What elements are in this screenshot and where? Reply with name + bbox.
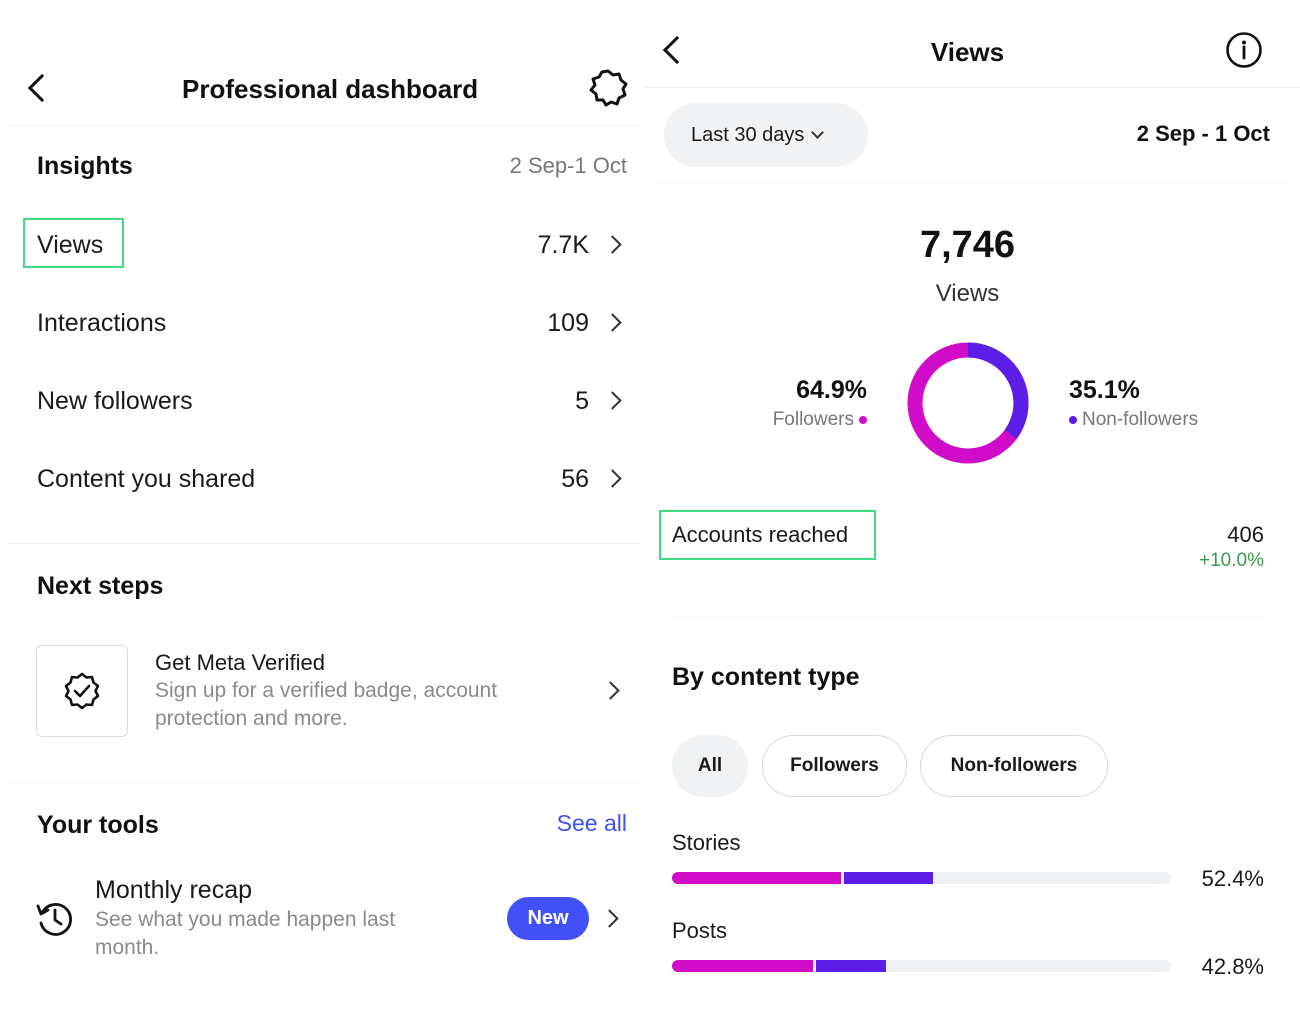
posts-percentage: 42.8%	[1201, 954, 1264, 979]
followers-dot-icon	[859, 416, 867, 424]
content-shared-value: 56	[561, 465, 589, 493]
filter-nonfollowers-chip[interactable]: Non-followers	[920, 735, 1108, 797]
info-icon[interactable]	[1225, 31, 1263, 69]
accounts-reached-value: 406	[1227, 522, 1264, 547]
chevron-down-icon	[811, 126, 825, 139]
followers-percentage: 64.9%	[796, 376, 867, 404]
filter-followers-chip[interactable]: Followers	[762, 735, 907, 797]
filter-divider	[655, 182, 1285, 183]
professional-dashboard-panel: Professional dashboard Insights 2 Sep-1 …	[0, 0, 645, 1017]
accounts-reached-highlight-box	[659, 510, 876, 560]
new-badge: New	[507, 897, 589, 940]
stories-bar	[672, 872, 1171, 884]
chevron-right-icon	[600, 909, 619, 928]
accounts-reached-label[interactable]: Accounts reached	[672, 522, 849, 547]
stories-followers-segment	[672, 872, 841, 884]
chevron-right-icon	[601, 681, 620, 700]
monthly-recap-desc-2: month.	[95, 936, 160, 959]
filter-all-chip[interactable]: All	[672, 735, 748, 797]
posts-nonfollowers-segment	[816, 960, 886, 972]
stories-label: Stories	[672, 830, 741, 855]
posts-bar	[672, 960, 1171, 972]
insights-heading: Insights	[37, 152, 133, 180]
views-label: Views	[37, 231, 104, 259]
monthly-recap-desc-1: See what you made happen last	[95, 908, 396, 931]
page-title: Professional dashboard	[182, 74, 479, 104]
section-divider	[8, 543, 640, 544]
views-value: 7.7K	[537, 231, 589, 259]
followers-donut-chart	[907, 342, 1029, 464]
nonfollowers-legend: Non-followers	[1069, 409, 1198, 431]
views-total-label: Views	[935, 280, 1000, 307]
see-all-link[interactable]: See all	[556, 810, 627, 836]
followers-legend: Followers	[773, 409, 867, 431]
interactions-value: 109	[547, 309, 589, 337]
posts-followers-segment	[672, 960, 814, 972]
meta-verified-desc-1: Sign up for a verified badge, account	[155, 679, 498, 702]
next-steps-heading: Next steps	[37, 572, 164, 600]
nonfollowers-legend-label: Non-followers	[1082, 409, 1199, 430]
views-highlight-box	[23, 218, 124, 268]
stories-percentage: 52.4%	[1201, 866, 1264, 891]
meta-verified-desc-2: protection and more.	[155, 707, 348, 730]
chevron-right-icon	[603, 469, 622, 488]
content-shared-label: Content you shared	[37, 465, 256, 493]
settings-gear-icon[interactable]	[588, 68, 628, 108]
nonfollowers-donut-segment	[967, 342, 1029, 439]
monthly-recap-title: Monthly recap	[95, 876, 253, 904]
verified-icon-box	[36, 645, 128, 737]
new-followers-value: 5	[575, 387, 589, 415]
views-total: 7,746	[919, 224, 1016, 266]
meta-verified-title: Get Meta Verified	[155, 650, 325, 675]
followers-legend-label: Followers	[772, 409, 854, 430]
by-content-type-heading: By content type	[672, 663, 860, 691]
accounts-reached-change: +10.0%	[1199, 550, 1264, 571]
nonfollowers-dot-icon	[1069, 416, 1077, 424]
views-page-title: Views	[930, 37, 1005, 67]
header-divider	[645, 87, 1300, 88]
chevron-right-icon	[603, 235, 622, 254]
nonfollowers-percentage: 35.1%	[1069, 376, 1140, 404]
chevron-right-icon	[603, 391, 622, 410]
insights-date-range: 2 Sep-1 Oct	[509, 153, 627, 178]
section-divider	[8, 782, 640, 783]
date-range-dropdown-label: Last 30 days	[691, 123, 805, 146]
stories-nonfollowers-segment	[843, 872, 934, 884]
date-range-dropdown[interactable]: Last 30 days	[664, 103, 868, 167]
your-tools-heading: Your tools	[37, 811, 159, 839]
views-date-range: 2 Sep - 1 Oct	[1136, 121, 1270, 146]
interactions-label: Interactions	[37, 309, 167, 337]
chevron-right-icon	[603, 313, 622, 332]
header-divider	[8, 125, 640, 126]
section-divider	[672, 617, 1265, 618]
views-detail-panel: Views Last 30 days 2 Sep - 1 Oct 7,746 V…	[645, 0, 1300, 1017]
verified-badge-icon	[64, 672, 100, 710]
back-arrow-icon[interactable]	[27, 73, 57, 103]
new-followers-label: New followers	[37, 387, 193, 415]
history-clock-icon	[36, 903, 72, 936]
posts-label: Posts	[672, 918, 728, 943]
